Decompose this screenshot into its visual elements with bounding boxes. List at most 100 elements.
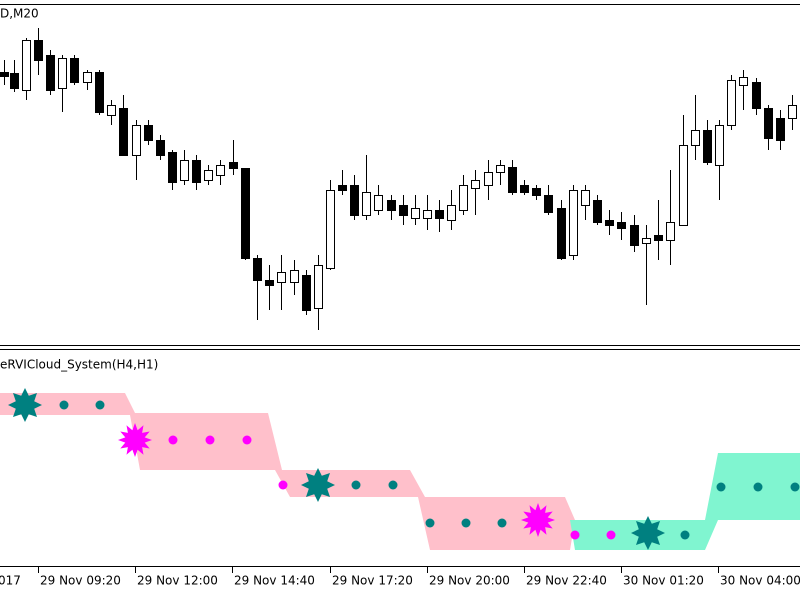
chart-label: D,M20 [0, 7, 39, 21]
candle-body [107, 105, 116, 116]
candle-body [387, 200, 396, 211]
signal-star [631, 516, 665, 550]
signal-dot [425, 518, 435, 528]
candle-body [350, 185, 359, 216]
candle-body [58, 58, 67, 89]
candles [0, 28, 797, 330]
candle-body [302, 275, 311, 311]
candle-body [362, 192, 371, 216]
signal-dot [570, 530, 580, 540]
candle-body [654, 235, 663, 241]
signal-star [8, 388, 42, 422]
signal-dot [242, 435, 252, 445]
candle-body [496, 165, 505, 173]
signal-dot [753, 482, 763, 492]
signal-dot [95, 400, 105, 410]
candle-body [727, 80, 736, 126]
time-label: 30 Nov 04:00 [720, 574, 800, 588]
candle-body [630, 225, 639, 246]
candle-body [374, 195, 383, 211]
candle-body [119, 108, 128, 156]
candle-body [314, 265, 323, 309]
candle-body [520, 185, 529, 193]
candle-body [752, 82, 761, 109]
candle-body [338, 185, 347, 191]
signal-dot [168, 435, 178, 445]
candle-body [703, 130, 712, 163]
signal-dot [351, 480, 361, 490]
signal-dot [461, 518, 471, 528]
signal-dot [680, 530, 690, 540]
candle-body [776, 118, 785, 141]
signal-dot [59, 400, 69, 410]
signal-dot [388, 480, 398, 490]
signal-star [521, 503, 555, 537]
candle-body [132, 125, 141, 156]
time-label: 29 Nov 17:20 [332, 574, 413, 588]
candle-body [253, 258, 262, 281]
candle-body [739, 77, 748, 86]
bear-cloud [0, 393, 575, 550]
candle-body [144, 125, 153, 141]
candle-body [471, 180, 480, 189]
candle-body [277, 272, 286, 283]
candle-body [265, 280, 274, 286]
candle-body [691, 130, 700, 146]
candle-body [544, 195, 553, 213]
candle-body [581, 190, 590, 206]
candle-body [508, 167, 517, 193]
candle-body [95, 72, 104, 113]
candle-body [70, 58, 79, 83]
candle-body [156, 140, 165, 156]
signal-star [118, 423, 152, 457]
time-label: 29 Nov 14:40 [234, 574, 315, 588]
candle-body [593, 200, 602, 223]
signal-dot [716, 482, 726, 492]
signal-star [301, 468, 335, 502]
time-label: 29 Nov 12:00 [137, 574, 218, 588]
candle-body [423, 210, 432, 219]
candle-body [605, 220, 614, 226]
candle-body [290, 270, 299, 283]
candle-body [642, 238, 651, 244]
bull-cloud [570, 453, 800, 550]
signal-dot [497, 518, 507, 528]
time-axis: 017 29 Nov 09:20 29 Nov 12:00 29 Nov 14:40 2… [0, 567, 800, 588]
candle-body [241, 168, 250, 259]
candle-body [22, 40, 31, 91]
candle-body [34, 40, 43, 61]
candle-body [168, 152, 177, 183]
candle-body [216, 165, 225, 176]
candle-body [569, 190, 578, 256]
time-label: 017 [0, 574, 21, 588]
signal-dot [790, 482, 800, 492]
candle-body [484, 172, 493, 186]
candle-body [459, 185, 468, 211]
candle-body [204, 170, 213, 181]
candle-body [788, 105, 797, 119]
candle-body [399, 205, 408, 216]
candle-body [83, 72, 92, 83]
candle-body [435, 210, 444, 219]
candle-body [229, 162, 238, 169]
candle-body [192, 160, 201, 183]
candle-body [326, 190, 335, 269]
signals [8, 388, 800, 550]
candle-body [557, 208, 566, 259]
time-label: 29 Nov 09:20 [40, 574, 121, 588]
candle-body [679, 145, 688, 226]
candle-body [180, 160, 189, 181]
candle-body [411, 208, 420, 219]
indicator-label: eRVICloud_System(H4,H1) [0, 358, 158, 372]
signal-dot [205, 435, 215, 445]
candle-body [447, 205, 456, 221]
signal-dot [606, 530, 616, 540]
time-label: 30 Nov 01:20 [623, 574, 704, 588]
signal-dot [278, 480, 288, 490]
cloud [0, 393, 800, 550]
candle-body [617, 222, 626, 229]
candle-body [532, 188, 541, 196]
